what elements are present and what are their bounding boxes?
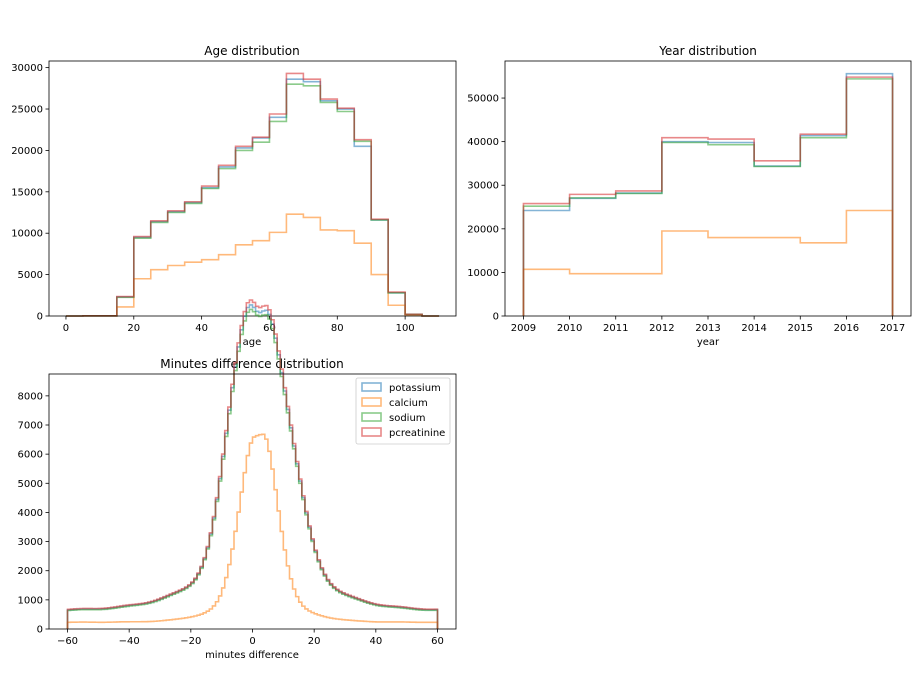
minutes-x-axis-label: minutes difference <box>205 650 299 661</box>
age-x-tick-label: 60 <box>263 323 276 334</box>
minutes-y-tick-label: 6000 <box>18 450 43 461</box>
age-y-ticks: 0 5000 10000 15000 20000 25000 30000 <box>11 63 49 323</box>
legend-label-sodium: sodium <box>389 413 426 424</box>
year-series-pcreatinine <box>522 76 894 316</box>
legend-entry-potassium: potassium <box>361 382 441 394</box>
year-x-tick-label: 2011 <box>603 323 628 334</box>
year-x-tick-label: 2016 <box>834 323 859 334</box>
age-y-tick-label: 0 <box>37 312 43 323</box>
age-x-tick-label: 40 <box>195 323 208 334</box>
minutes-chart-title: Minutes difference distribution <box>160 357 344 371</box>
age-series-pcreatinine <box>65 72 440 317</box>
age-y-tick-label: 5000 <box>18 270 43 281</box>
age-chart-title: Age distribution <box>204 44 299 58</box>
minutes-x-tick-label: 60 <box>431 636 444 647</box>
age-x-tick-label: 0 <box>63 323 69 334</box>
minutes-y-tick-label: 1000 <box>18 595 43 606</box>
legend-entry-calcium: calcium <box>361 397 428 409</box>
age-y-tick-label: 15000 <box>11 187 43 198</box>
minutes-x-tick-label: −40 <box>119 636 140 647</box>
minutes-difference-panel: Minutes difference distribution −60 −40 −2… <box>18 299 457 661</box>
year-chart-title: Year distribution <box>658 44 757 58</box>
year-x-tick-label: 2013 <box>695 323 720 334</box>
legend-label-calcium: calcium <box>389 398 428 409</box>
minutes-series-layer <box>66 299 439 629</box>
year-y-tick-label: 50000 <box>467 94 499 105</box>
age-y-tick-label: 30000 <box>11 63 43 74</box>
minutes-x-tick-label: −20 <box>180 636 201 647</box>
legend: potassium calcium sodium pcreatinine <box>355 377 451 445</box>
minutes-y-tick-label: 8000 <box>18 391 43 402</box>
age-x-tick-label: 100 <box>396 323 415 334</box>
year-distribution-panel: Year distribution 2009 2010 2011 2012 2013 20… <box>467 44 912 348</box>
minutes-series-calcium <box>66 433 439 629</box>
age-plot-frame <box>48 60 457 317</box>
minutes-y-tick-label: 4000 <box>18 508 43 519</box>
year-y-tick-label: 10000 <box>467 268 499 279</box>
minutes-y-tick-label: 7000 <box>18 421 43 432</box>
age-series-layer <box>65 72 440 317</box>
minutes-y-tick-label: 0 <box>37 625 43 636</box>
year-y-ticks: 0 10000 20000 30000 40000 50000 <box>467 94 505 323</box>
age-x-ticks: 0 20 40 60 80 100 <box>63 316 415 334</box>
age-distribution-panel: Age distribution 0 20 40 60 80 100 0 5000 10000… <box>11 44 457 348</box>
age-y-tick-label: 25000 <box>11 105 43 116</box>
minutes-y-tick-label: 5000 <box>18 479 43 490</box>
year-series-layer <box>522 72 894 316</box>
year-x-axis-label: year <box>697 337 720 348</box>
year-plot-frame <box>504 60 912 317</box>
legend-entry-pcreatinine: pcreatinine <box>361 427 445 439</box>
year-x-tick-label: 2015 <box>788 323 813 334</box>
year-series-calcium <box>522 209 894 316</box>
legend-entry-sodium: sodium <box>361 412 426 424</box>
year-y-tick-label: 0 <box>493 312 499 323</box>
year-y-tick-label: 30000 <box>467 181 499 192</box>
age-y-tick-label: 20000 <box>11 146 43 157</box>
year-y-tick-label: 20000 <box>467 224 499 235</box>
year-x-tick-label: 2014 <box>741 323 766 334</box>
legend-swatch-sodium <box>361 412 382 422</box>
year-y-tick-label: 40000 <box>467 137 499 148</box>
age-x-tick-label: 80 <box>331 323 344 334</box>
age-y-tick-label: 10000 <box>11 229 43 240</box>
year-x-tick-label: 2012 <box>649 323 674 334</box>
legend-swatch-calcium <box>361 397 382 407</box>
year-series-sodium <box>522 78 894 316</box>
year-x-tick-label: 2009 <box>511 323 536 334</box>
minutes-y-tick-label: 2000 <box>18 566 43 577</box>
minutes-x-tick-label: 0 <box>249 636 255 647</box>
age-series-sodium <box>65 83 440 317</box>
age-x-axis-label: age <box>243 337 262 348</box>
legend-swatch-pcreatinine <box>361 427 382 437</box>
year-x-tick-label: 2010 <box>557 323 582 334</box>
age-series-potassium <box>65 78 440 317</box>
minutes-y-ticks: 0 1000 2000 3000 4000 5000 6000 7000 8000 <box>18 391 49 636</box>
minutes-x-tick-label: 20 <box>308 636 321 647</box>
minutes-series-pcreatinine <box>66 299 439 629</box>
minutes-series-potassium <box>66 304 439 629</box>
legend-label-pcreatinine: pcreatinine <box>389 428 445 439</box>
year-x-tick-label: 2017 <box>880 323 905 334</box>
age-x-tick-label: 20 <box>127 323 140 334</box>
minutes-x-tick-label: −60 <box>57 636 78 647</box>
minutes-x-ticks: −60 −40 −20 0 20 40 60 <box>57 629 444 647</box>
legend-swatch-potassium <box>361 382 382 392</box>
minutes-x-tick-label: 40 <box>369 636 382 647</box>
year-x-ticks: 2009 2010 2011 2012 2013 2014 2015 2016 2017 <box>511 316 905 334</box>
minutes-y-tick-label: 3000 <box>18 537 43 548</box>
minutes-series-sodium <box>66 308 439 629</box>
legend-label-potassium: potassium <box>389 383 441 394</box>
